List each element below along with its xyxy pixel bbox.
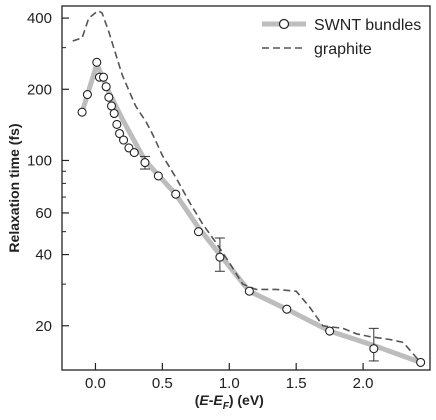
- y-tick-label: 400: [27, 10, 52, 27]
- swnt-point: [101, 82, 111, 92]
- x-tick-label: 0.5: [152, 375, 173, 392]
- x-tick-label: 2.0: [353, 375, 374, 392]
- swnt-point: [77, 107, 87, 117]
- swnt-point: [140, 157, 150, 168]
- x-axis-label: (E-EF) (eV): [195, 392, 264, 412]
- series-layer: [72, 9, 426, 367]
- swnt-point: [82, 90, 92, 100]
- x-axis-label-part: F: [223, 401, 230, 412]
- x-tick-label: 1.0: [219, 375, 240, 392]
- swnt-point: [282, 304, 292, 314]
- y-axis-label: Relaxation time (fs): [6, 123, 22, 252]
- swnt-point: [129, 148, 139, 158]
- y-tick-label: 60: [35, 205, 52, 222]
- swnt-point: [104, 92, 114, 102]
- plot-frame: [61, 5, 431, 371]
- legend-graphite-label: graphite: [314, 41, 372, 58]
- swnt-point: [416, 357, 426, 367]
- legend-swnt-label: SWNT bundles: [314, 17, 421, 34]
- swnt-point: [325, 326, 335, 336]
- axis-label-layer: Relaxation time (fs)(E-EF) (eV): [6, 123, 264, 412]
- x-axis-label-part: E: [199, 392, 209, 408]
- swnt-point: [369, 344, 379, 354]
- swnt-point: [106, 101, 117, 111]
- y-tick-label: 40: [35, 247, 52, 264]
- swnt-point: [112, 119, 122, 130]
- x-axis-label-part: (: [195, 392, 200, 408]
- swnt-point: [92, 57, 102, 67]
- swnt-point: [171, 189, 181, 199]
- legend-swnt-marker: [278, 18, 290, 30]
- x-axis-label-part: E: [213, 392, 223, 408]
- x-tick-label: 0.0: [85, 375, 106, 392]
- swnt-trend-line: [79, 61, 424, 365]
- tick-layer: 0.0 0.5 1.0 1.5 2.0 20 40 60 100 200 400: [27, 10, 374, 392]
- y-tick-label: 100: [27, 152, 52, 169]
- x-axis-label-part: -: [209, 392, 214, 408]
- swnt-point: [109, 108, 119, 119]
- x-tick-label: 1.5: [286, 375, 307, 392]
- swnt-point: [215, 252, 225, 262]
- y-tick-label: 200: [27, 81, 52, 98]
- swnt-point: [114, 128, 125, 139]
- swnt-point: [98, 72, 109, 82]
- plot-frame-layer: [61, 5, 431, 371]
- legend: SWNT bundles graphite: [262, 17, 421, 58]
- y-tick-label: 20: [35, 318, 52, 335]
- graphite-line: [72, 9, 422, 363]
- x-axis-label-part: ) (eV): [229, 392, 264, 408]
- swnt-point: [244, 286, 254, 296]
- swnt-point: [153, 171, 163, 181]
- swnt-point: [119, 135, 129, 145]
- swnt-point: [193, 227, 204, 237]
